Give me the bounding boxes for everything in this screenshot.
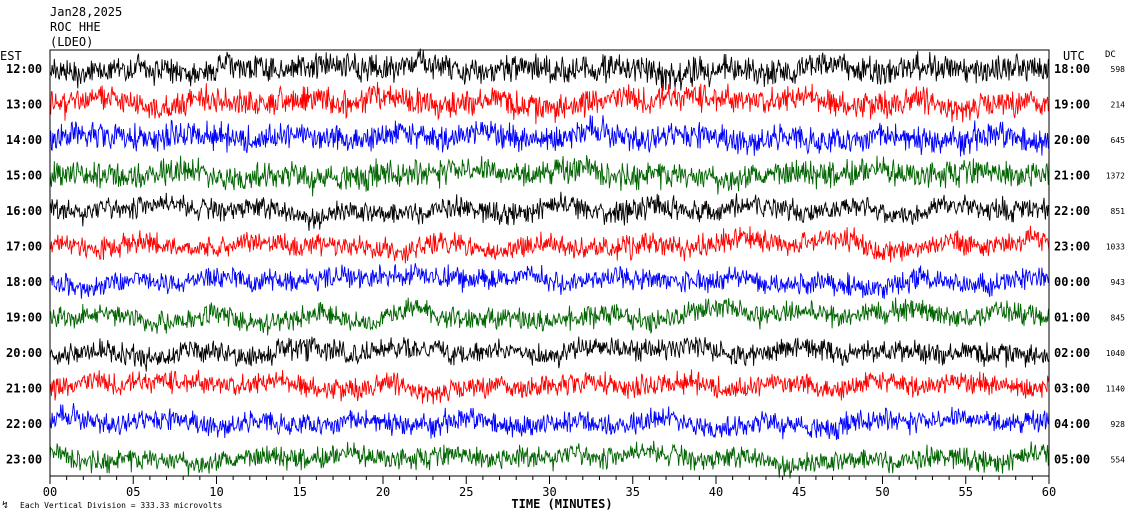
trace-row-1700	[49, 225, 1050, 264]
date-label: Jan28,2025	[50, 5, 122, 19]
x-tick-label: 05	[126, 485, 140, 499]
dc-offset-label: 1140	[1106, 385, 1125, 394]
trace-row-2100	[49, 369, 1050, 405]
x-axis-ticks: 00 05 10 15 20 25 30 35 40 45 50 55 60	[43, 476, 1056, 499]
est-time-label: 12:00	[6, 62, 42, 76]
dc-offset-label: 554	[1111, 456, 1126, 465]
utc-time-label: 19:00	[1054, 98, 1090, 112]
trace-row-1500	[49, 155, 1050, 197]
utc-time-label: 02:00	[1054, 346, 1090, 360]
utc-time-label: 03:00	[1054, 382, 1090, 396]
dc-offset-label: 845	[1111, 314, 1126, 323]
row-labels: 12:00 18:00 598 13:00 19:00 214 14:00 20:00 645 1…	[6, 62, 1125, 467]
est-time-label: 19:00	[6, 311, 42, 325]
plot-border	[49, 49, 1050, 477]
est-time-label: 13:00	[6, 98, 42, 112]
dc-offset-label: 598	[1111, 65, 1126, 74]
utc-time-label: 00:00	[1054, 275, 1090, 289]
utc-time-label: 23:00	[1054, 240, 1090, 254]
utc-time-label: 22:00	[1054, 204, 1090, 218]
trace-row-1400	[49, 115, 1050, 157]
trace-row-1800	[49, 263, 1050, 300]
x-tick-label: 35	[626, 485, 640, 499]
est-time-label: 17:00	[6, 240, 42, 254]
utc-time-label: 05:00	[1054, 453, 1090, 467]
trace-row-1600	[49, 191, 1050, 231]
est-time-label: 22:00	[6, 417, 42, 431]
x-tick-label: 55	[959, 485, 973, 499]
network-label: (LDEO)	[50, 35, 93, 49]
x-tick-label: 20	[376, 485, 390, 499]
utc-time-label: 04:00	[1054, 417, 1090, 431]
seismic-traces	[49, 48, 1050, 479]
dc-offset-label: 928	[1111, 420, 1126, 429]
est-time-label: 23:00	[6, 453, 42, 467]
trace-row-2000	[49, 336, 1050, 372]
trace-row-2200	[49, 403, 1050, 441]
utc-time-label: 18:00	[1054, 62, 1090, 76]
dc-offset-label: 645	[1111, 136, 1126, 145]
est-time-label: 15:00	[6, 169, 42, 183]
dc-column-label: DC	[1105, 50, 1116, 60]
trace-row-2300	[49, 440, 1050, 479]
trace-row-1900	[49, 297, 1050, 336]
utc-axis-label: UTC	[1063, 49, 1085, 63]
utc-time-label: 01:00	[1054, 311, 1090, 325]
x-tick-label: 40	[709, 485, 723, 499]
x-tick-label: 50	[875, 485, 889, 499]
x-tick-label: 30	[542, 485, 556, 499]
est-time-label: 16:00	[6, 204, 42, 218]
utc-time-label: 20:00	[1054, 133, 1090, 147]
trace-row-1300	[49, 81, 1050, 125]
trace-row-1200	[49, 48, 1050, 92]
dc-offset-label: 1372	[1106, 172, 1125, 181]
x-tick-label: 15	[293, 485, 307, 499]
utc-time-label: 21:00	[1054, 169, 1090, 183]
dc-offset-label: 1033	[1106, 243, 1125, 252]
dc-offset-label: 214	[1111, 101, 1126, 110]
x-tick-label: 25	[459, 485, 473, 499]
x-tick-label: 00	[43, 485, 57, 499]
est-time-label: 21:00	[6, 382, 42, 396]
plot-frame	[49, 49, 1050, 477]
x-tick-label: 45	[792, 485, 806, 499]
corner-mark: ↯	[2, 500, 8, 511]
x-tick-label: 10	[209, 485, 223, 499]
est-time-label: 18:00	[6, 275, 42, 289]
x-axis-title: TIME (MINUTES)	[511, 497, 612, 511]
est-time-label: 20:00	[6, 346, 42, 360]
x-tick-label: 60	[1042, 485, 1056, 499]
est-axis-label: EST	[0, 49, 22, 63]
est-time-label: 14:00	[6, 133, 42, 147]
dc-offset-label: 1040	[1106, 349, 1125, 358]
dc-offset-label: 943	[1111, 278, 1126, 287]
station-label: ROC HHE	[50, 20, 101, 34]
scale-note: Each Vertical Division = 333.33 microvol…	[20, 501, 222, 510]
dc-offset-label: 851	[1111, 207, 1126, 216]
